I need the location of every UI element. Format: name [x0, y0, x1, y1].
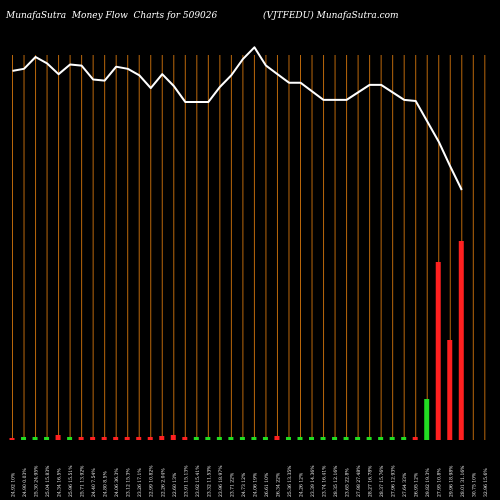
money-flow-bar [228, 437, 234, 440]
money-flow-bar [458, 241, 464, 440]
x-tick-label: 24.73 12% [241, 472, 247, 497]
x-tick-label: 24.26 12% [299, 472, 305, 497]
x-tick-label: 27.98 27.48% [356, 465, 362, 497]
x-tick-label: 24.90 0.03% [22, 468, 28, 497]
x-tick-label: 26.61 10% [264, 472, 270, 497]
x-tick-label: 25.30 24.95% [34, 465, 40, 497]
x-tick-label: 30.75 10% [471, 472, 477, 497]
money-flow-bar [378, 437, 384, 440]
x-tick-label: 24.06 19% [252, 472, 258, 497]
x-tick-label: 25.71 13.92% [80, 465, 86, 497]
money-flow-bar [274, 436, 280, 440]
grid-lines [12, 55, 486, 440]
x-tick-label: 22.99 10.82% [149, 465, 155, 497]
money-flow-bar [285, 437, 291, 440]
x-tick-label: 23.92 15.41% [195, 465, 201, 497]
money-flow-bar [136, 437, 142, 440]
money-flow-bar [320, 437, 326, 440]
money-flow-bar [216, 437, 222, 440]
x-tick-label: 24.34 16.5% [57, 468, 63, 497]
money-flow-bar [101, 437, 107, 440]
x-tick-label: 23.65 22.8% [345, 468, 351, 497]
x-tick-label: 27.96 12.93% [391, 465, 397, 497]
x-tick-label: 23.32 11.53% [206, 465, 212, 497]
money-flow-bar [90, 437, 96, 440]
x-tick-label: 26.95 12% [414, 472, 420, 497]
money-flow-bar [239, 437, 245, 440]
money-flow-bar [424, 399, 430, 440]
x-tick-label: 23.26 17.1% [137, 468, 143, 497]
money-flow-bar [147, 437, 153, 440]
price-line [12, 46, 463, 191]
x-tick-label: 23.96 18.97% [218, 465, 224, 497]
x-tick-label: 24.06 36.3% [114, 468, 120, 497]
x-tick-label: 27.64 33% [402, 472, 408, 497]
money-flow-bar [21, 437, 27, 440]
x-tick-label: 26.34 22% [275, 472, 281, 497]
x-tick-label: 23.71 22% [229, 472, 235, 497]
x-axis-ticks: 24.92 10% 24.90 0.03% 25.30 24.95% 25.04 15… [11, 465, 489, 497]
money-flow-bar [355, 437, 361, 440]
money-flow-bar [55, 435, 61, 440]
money-flow-bars [9, 241, 464, 440]
price-series-line [12, 46, 463, 191]
chart-title-right: (VJTFEDU) MunafaSutra.com [263, 11, 399, 21]
money-flow-bar [170, 435, 176, 440]
x-tick-label: 23.91 15.13% [183, 465, 189, 497]
money-flow-bar [447, 340, 453, 440]
x-tick-label: 29.82 19.3% [425, 468, 431, 497]
x-tick-label: 25.96 15.51% [68, 465, 74, 497]
money-flow-bar [332, 437, 338, 440]
x-tick-label: 24.80 8.5% [103, 471, 109, 497]
money-flow-bar [297, 437, 303, 440]
money-flow-bar [159, 436, 165, 440]
money-flow-bar [193, 437, 199, 440]
money-flow-bar [389, 437, 395, 440]
x-tick-label: 22.26 2.04% [160, 468, 166, 497]
x-tick-label: 28.35 12.16% [333, 465, 339, 497]
money-flow-bar [9, 438, 15, 440]
money-flow-bar [44, 437, 50, 440]
x-tick-label: 23.12 15.3% [126, 468, 132, 497]
money-flow-bar [262, 437, 268, 440]
chart-title-left: MunafaSutra Money Flow Charts for 509026 [6, 11, 218, 21]
x-tick-label: 23.39 14.36% [310, 465, 316, 497]
money-flow-bar [251, 437, 257, 440]
money-flow-bar [32, 437, 38, 440]
x-tick-label: 28.01 31.16% [460, 465, 466, 497]
money-flow-bar [401, 437, 407, 440]
x-tick-label: 29.96 18.98% [448, 465, 454, 497]
x-tick-label: 32.96 15.6% [483, 468, 489, 497]
money-flow-bar [366, 437, 372, 440]
money-flow-bar [412, 437, 418, 440]
money-flow-bar [67, 437, 73, 440]
money-flow-bar [309, 437, 315, 440]
x-tick-label: 27.95 10.8% [437, 468, 443, 497]
x-tick-label: 25.36 13.35% [287, 465, 293, 497]
money-flow-bar [205, 437, 211, 440]
money-flow-bar [113, 437, 119, 440]
money-flow-bar [343, 437, 349, 440]
x-tick-label: 24.40 7.54% [91, 468, 97, 497]
x-tick-label: 23.74 16.41% [322, 465, 328, 497]
x-tick-label: 28.27 16.78% [368, 465, 374, 497]
money-flow-bar [182, 437, 188, 440]
money-flow-bar [78, 437, 84, 440]
x-tick-label: 28.37 15.76% [379, 465, 385, 497]
money-flow-bar [435, 262, 441, 440]
x-tick-label: 22.60 13% [172, 472, 178, 497]
money-flow-bar [124, 437, 130, 440]
x-tick-label: 25.04 15.83% [45, 465, 51, 497]
x-tick-label: 24.92 10% [11, 472, 17, 497]
